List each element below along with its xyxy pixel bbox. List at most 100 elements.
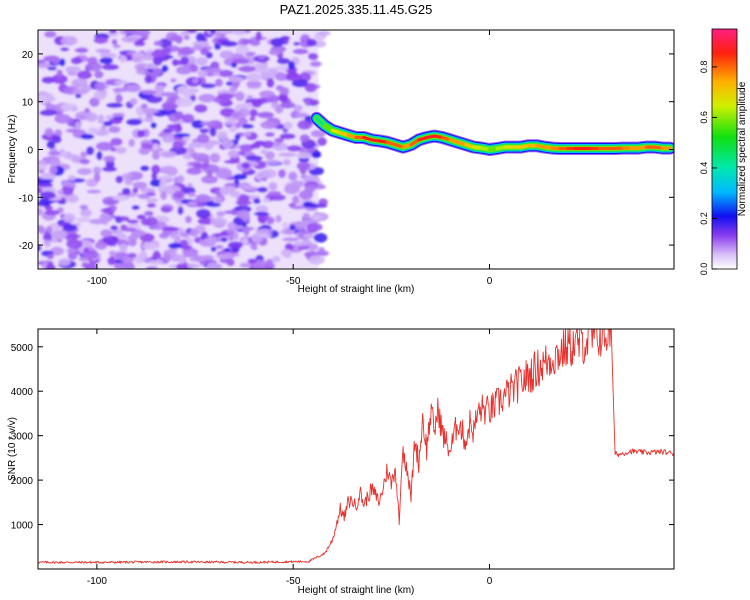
noise-blob	[238, 194, 250, 203]
noise-blob	[161, 92, 179, 97]
noise-blob	[308, 53, 319, 61]
noise-blob	[76, 70, 93, 80]
noise-blob	[51, 230, 68, 239]
noise-blob	[270, 37, 285, 47]
noise-blob	[118, 216, 130, 222]
noise-blob	[255, 205, 269, 213]
noise-blob	[88, 246, 95, 252]
noise-blob	[257, 186, 268, 193]
noise-blob	[146, 203, 157, 208]
noise-blob	[170, 35, 182, 42]
noise-blob	[184, 215, 192, 224]
noise-blob	[293, 104, 303, 112]
noise-blob	[266, 216, 275, 225]
noise-blob	[260, 120, 278, 130]
noise-blob	[274, 137, 284, 143]
noise-blob	[131, 205, 140, 211]
noise-blob	[76, 217, 91, 223]
noise-blob	[205, 262, 223, 269]
spectrogram-image	[38, 30, 674, 269]
noise-blob	[214, 78, 223, 88]
noise-blob	[100, 124, 107, 131]
noise-blob	[172, 141, 184, 149]
noise-blob	[226, 258, 235, 267]
noise-blob	[284, 72, 301, 82]
noise-blob	[232, 58, 250, 65]
noise-blob	[238, 65, 256, 73]
noise-blob	[152, 143, 159, 151]
noise-blob	[97, 114, 105, 124]
noise-blob	[197, 69, 209, 78]
noise-blob	[60, 35, 78, 46]
noise-blob	[140, 103, 148, 109]
noise-blob	[63, 233, 81, 239]
noise-blob	[268, 49, 282, 56]
noise-blob	[216, 132, 228, 141]
noise-blob	[297, 119, 312, 130]
noise-blob	[309, 61, 322, 67]
noise-blob	[124, 30, 139, 34]
noise-blob	[109, 30, 117, 34]
noise-blob	[96, 151, 103, 161]
noise-blob	[308, 255, 325, 265]
noise-blob	[45, 263, 56, 269]
noise-blob	[71, 78, 88, 88]
noise-blob	[241, 123, 254, 129]
noise-blob	[60, 47, 70, 52]
noise-blob	[257, 55, 266, 60]
noise-blob	[158, 38, 173, 48]
noise-blob	[253, 198, 261, 205]
noise-blob	[175, 97, 193, 107]
noise-blob	[127, 252, 137, 258]
noise-blob	[275, 72, 287, 81]
noise-blob	[233, 173, 248, 180]
noise-blob	[67, 70, 78, 76]
y-tick-label: -20	[19, 241, 34, 252]
noise-blob	[107, 256, 116, 266]
noise-blob	[122, 187, 131, 195]
noise-blob	[163, 127, 174, 134]
noise-blob	[241, 238, 249, 244]
noise-blob	[257, 233, 273, 238]
x-tick-label: -50	[286, 276, 301, 287]
noise-blob	[205, 202, 222, 208]
noise-blob	[151, 150, 161, 160]
noise-blob	[86, 189, 102, 194]
noise-blob	[252, 63, 269, 73]
noise-blob	[287, 61, 296, 70]
noise-blob	[224, 247, 231, 252]
noise-blob	[67, 251, 78, 260]
noise-blob	[153, 40, 163, 47]
noise-blob	[255, 228, 274, 234]
noise-blob	[132, 56, 141, 63]
noise-blob	[94, 70, 104, 79]
noise-blob	[38, 187, 43, 194]
noise-blob	[187, 56, 197, 64]
noise-blob	[196, 133, 210, 144]
noise-blob	[189, 228, 199, 238]
noise-blob	[182, 151, 193, 160]
noise-blob	[167, 247, 177, 256]
noise-blob	[306, 38, 317, 47]
noise-blob	[210, 217, 228, 227]
noise-blob	[191, 119, 205, 129]
noise-blob	[313, 232, 328, 243]
spectrogram-noise	[38, 30, 331, 269]
noise-blob	[102, 235, 119, 245]
noise-blob	[77, 168, 93, 175]
noise-blob	[100, 229, 113, 238]
noise-blob	[296, 161, 311, 171]
noise-blob	[60, 103, 78, 112]
noise-blob	[275, 214, 282, 223]
noise-blob	[143, 64, 159, 70]
noise-blob	[282, 222, 289, 229]
noise-blob	[39, 109, 57, 117]
noise-blob	[161, 101, 176, 111]
noise-blob	[58, 258, 71, 267]
noise-blob	[195, 32, 205, 43]
noise-blob	[140, 187, 156, 194]
noise-blob	[227, 150, 240, 159]
noise-blob	[89, 97, 100, 107]
noise-blob	[217, 93, 234, 100]
